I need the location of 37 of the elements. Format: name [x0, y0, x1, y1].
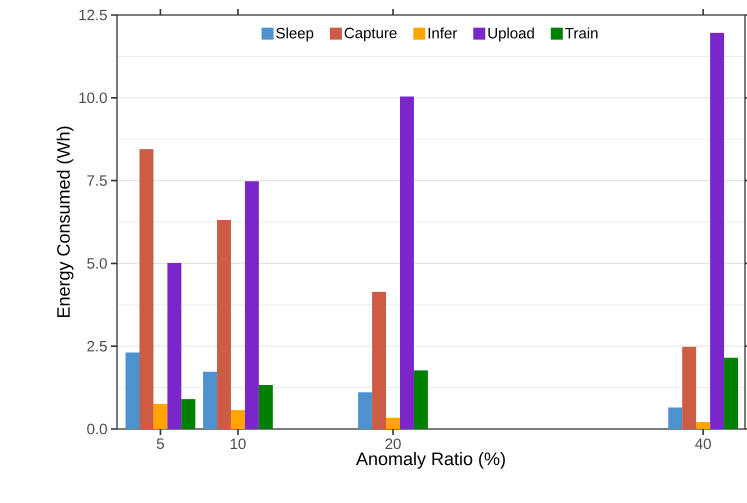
bar: [181, 399, 196, 429]
x-tick-label: 10: [230, 438, 246, 450]
bar: [372, 292, 386, 429]
bar: [400, 96, 414, 429]
y-tick-label: 12.5: [79, 10, 107, 20]
y-tick-label: 10.0: [79, 92, 107, 104]
bar: [724, 358, 738, 429]
y-axis-title: Energy Consumed (Wh): [56, 126, 74, 318]
y-tick-label: 7.5: [87, 175, 107, 186]
x-tick-label: 40: [695, 438, 711, 450]
legend-label: Upload: [488, 27, 534, 42]
legend-label: Infer: [428, 27, 458, 38]
bar: [414, 370, 428, 429]
bar: [126, 352, 140, 429]
bar: [167, 263, 182, 429]
bar: [696, 422, 710, 429]
x-axis-title: Anomaly Ratio (%): [356, 452, 505, 469]
bar: [139, 149, 154, 429]
bar: [258, 384, 273, 429]
x-tick-label: 20: [385, 438, 401, 450]
bar: [217, 220, 231, 429]
bar: [668, 407, 682, 429]
legend-label: Train: [565, 27, 598, 38]
y-tick-label: 0.0: [87, 424, 107, 434]
x-tick-label: 5: [156, 438, 164, 449]
bar: [203, 372, 218, 429]
bar: [682, 346, 696, 429]
bar: [244, 181, 259, 429]
bar: [230, 410, 245, 429]
bar: [386, 418, 400, 429]
legend-label: Sleep: [276, 27, 314, 42]
y-tick-label: 5.0: [87, 258, 107, 269]
y-tick-label: 2.5: [87, 340, 107, 352]
bar: [710, 32, 724, 429]
bar: [153, 404, 168, 429]
bar: [358, 392, 372, 429]
legend-label: Capture: [344, 28, 397, 42]
